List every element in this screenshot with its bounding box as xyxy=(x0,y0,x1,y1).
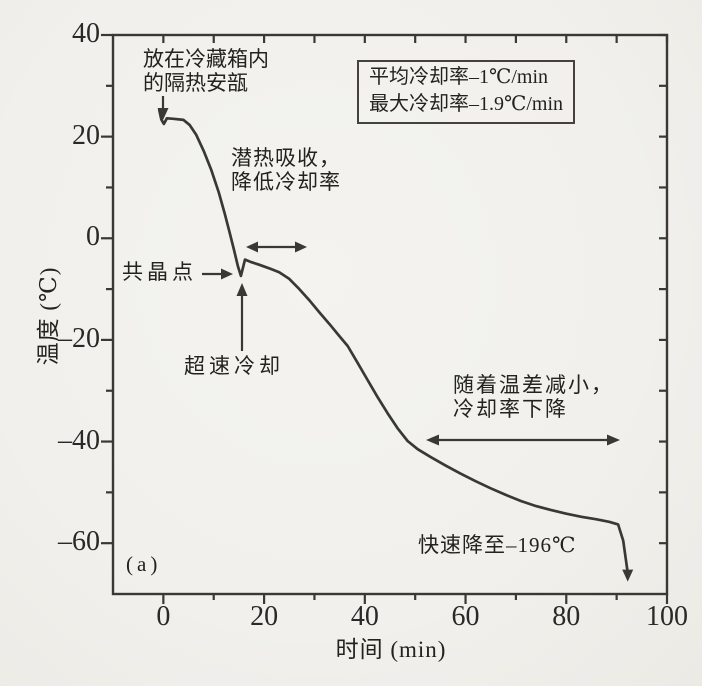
y-axis-title: 温度 (℃) xyxy=(36,266,61,366)
annotation-latent-heat: 潜热吸收， 降低冷却率 xyxy=(231,146,341,194)
annotation-rapid-plunge: 快速降至–196℃ xyxy=(418,533,577,557)
cooling-curve xyxy=(157,108,634,582)
annotation-latent-line1: 潜热吸收， xyxy=(231,146,341,170)
annotation-supercooling-text: 超速冷却 xyxy=(184,354,284,378)
eutectic-arrow-icon xyxy=(202,268,233,280)
annotation-tempdiff-line2: 冷却率下降 xyxy=(453,397,568,421)
annotation-ampoule-line2: 的隔热安瓿 xyxy=(143,71,248,95)
axis-ticks xyxy=(101,33,669,604)
y-tick-label: 40 xyxy=(72,18,100,49)
annotation-tempdiff-line1: 随着温差减小， xyxy=(453,373,614,397)
tempdiff-range-arrow-icon xyxy=(426,434,620,446)
x-tick-label: 0 xyxy=(156,601,171,632)
curve-end-arrow-icon xyxy=(622,569,634,582)
x-tick-label: 100 xyxy=(646,601,688,632)
y-tick-label: –60 xyxy=(58,526,100,558)
plot-frame xyxy=(111,33,669,596)
y-tick-label: –40 xyxy=(58,424,100,456)
annotation-latent-line2: 降低冷却率 xyxy=(231,170,341,194)
y-tick-label: –20 xyxy=(58,322,100,354)
supercool-arrow-icon xyxy=(236,283,248,351)
x-tick-label: 60 xyxy=(451,601,480,632)
y-tick-label: 0 xyxy=(86,221,100,253)
annotation-arrows xyxy=(157,96,620,446)
annotation-eutectic-point: 共晶点 xyxy=(122,260,197,284)
plot-axes xyxy=(111,33,669,596)
ampoule-arrow-icon xyxy=(157,96,169,120)
x-axis-title: 时间 (min) xyxy=(335,637,447,662)
latent-range-arrow-icon xyxy=(246,241,307,253)
annotation-ampoule: 放在冷藏箱内 的隔热安瓿 xyxy=(143,47,269,95)
cooling-curve-line xyxy=(157,108,630,575)
y-tick-label: 20 xyxy=(72,119,100,151)
x-tick-label: 40 xyxy=(350,601,379,632)
cooling-rate-box: 平均冷却率–1℃/min 最大冷却率–1.9℃/min xyxy=(357,60,576,124)
x-tick-label: 20 xyxy=(250,601,279,632)
x-tick-label: 80 xyxy=(552,601,581,632)
panel-label: (a) xyxy=(126,552,162,576)
max-cooling-rate-text: 最大冷却率–1.9℃/min xyxy=(369,93,564,115)
annotation-rapid-text: 快速降至–196℃ xyxy=(418,533,577,557)
annotation-temp-difference: 随着温差减小， 冷却率下降 xyxy=(453,373,614,421)
annotation-eutectic-text: 共晶点 xyxy=(122,260,197,284)
annotation-supercooling: 超速冷却 xyxy=(184,354,284,378)
avg-cooling-rate-text: 平均冷却率–1℃/min xyxy=(369,66,549,88)
annotation-ampoule-line1: 放在冷藏箱内 xyxy=(143,47,269,71)
